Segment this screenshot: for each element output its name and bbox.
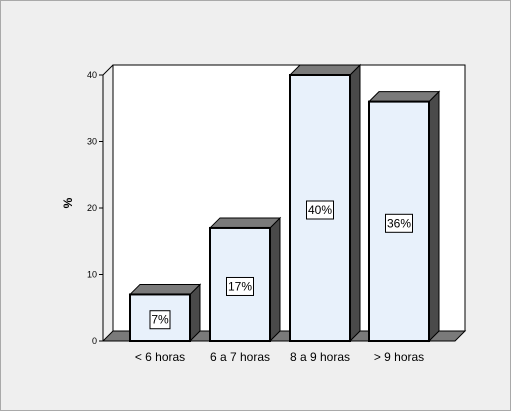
data-label: 40% (308, 203, 332, 217)
bar-top (128, 283, 202, 295)
data-label: 7% (151, 313, 169, 327)
x-tick-label: 8 a 9 horas (290, 350, 350, 364)
y-axis-label: % (61, 197, 75, 208)
bar-top (208, 217, 282, 229)
y-tick-label: 0 (92, 336, 97, 346)
data-label-box (226, 276, 254, 296)
data-label-box (149, 310, 171, 330)
bar-top (367, 91, 441, 103)
x-tick-label: 6 a 7 horas (210, 350, 270, 364)
data-label: 36% (387, 216, 411, 230)
data-label: 17% (228, 279, 252, 293)
data-label-box (385, 213, 413, 233)
y-tick-label: 40 (87, 70, 97, 80)
bar-top (288, 64, 362, 76)
y-axis-top-edge (102, 64, 114, 76)
x-tick-label: < 6 horas (135, 350, 185, 364)
bar-side (269, 216, 281, 343)
y-tick-label: 20 (87, 203, 97, 213)
y-tick-label: 10 (87, 270, 97, 280)
bar-side (349, 63, 361, 343)
data-label-box (306, 200, 334, 220)
x-tick-label: > 9 horas (374, 350, 424, 364)
bar-side (428, 90, 440, 343)
y-tick-label: 30 (87, 137, 97, 147)
